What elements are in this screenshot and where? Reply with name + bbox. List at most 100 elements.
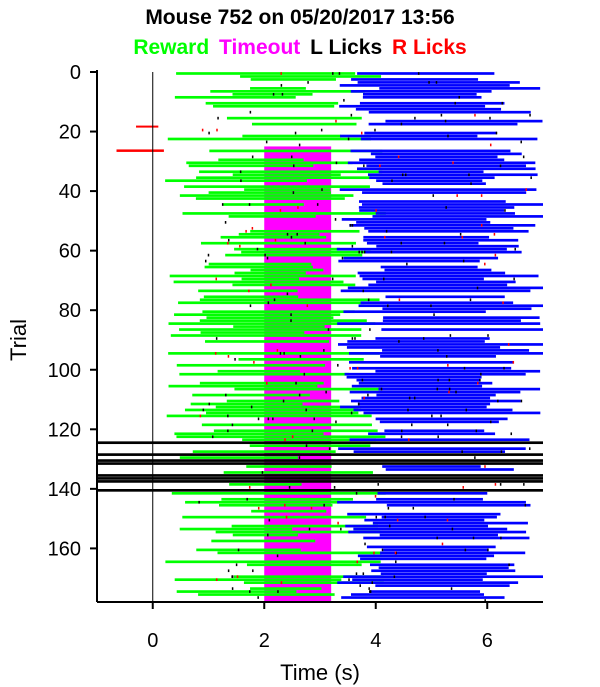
lick-tick <box>500 450 503 453</box>
blue-segment <box>382 465 481 468</box>
lick-tick <box>198 500 200 504</box>
blue-segment <box>381 328 543 331</box>
reward-segment <box>205 340 330 343</box>
legend-l-licks: L Licks <box>310 36 383 59</box>
blue-segment <box>363 411 541 415</box>
blue-segment <box>352 366 512 370</box>
lick-tick <box>204 259 207 263</box>
reward-segment <box>166 414 372 418</box>
blue-segment <box>363 536 530 540</box>
reward-segment <box>199 170 383 174</box>
lick-tick <box>424 515 426 519</box>
lick-tick <box>320 128 323 132</box>
lick-tick <box>367 393 369 397</box>
blue-segment <box>362 95 482 99</box>
lick-tick <box>484 465 486 468</box>
lick-tick <box>383 235 386 239</box>
lick-tick <box>253 360 255 364</box>
lick-tick <box>408 396 411 400</box>
lick-tick <box>362 572 365 576</box>
lick-tick <box>304 241 306 245</box>
blue-segment <box>340 289 531 293</box>
lick-tick <box>463 366 466 370</box>
blue-segment <box>368 122 518 126</box>
lick-row <box>97 462 543 465</box>
reward-segment <box>188 164 314 168</box>
lick-tick <box>397 155 400 159</box>
lick-tick <box>272 92 275 96</box>
lick-tick <box>448 390 450 394</box>
lick-tick <box>231 423 234 427</box>
lick-tick <box>387 304 389 308</box>
lick-tick <box>436 387 439 391</box>
blue-segment <box>357 271 506 275</box>
lick-tick <box>443 241 446 245</box>
lick-tick <box>234 357 236 361</box>
blue-segment <box>376 280 516 284</box>
y-tick-label: 100 <box>48 360 81 382</box>
lick-tick <box>227 241 229 245</box>
lick-tick <box>363 164 365 168</box>
blue-segment <box>368 229 529 233</box>
lick-tick <box>279 352 282 355</box>
lick-tick <box>334 218 337 221</box>
reward-segment <box>167 137 371 141</box>
lick-tick <box>369 590 372 593</box>
blue-segment <box>359 101 505 105</box>
lick-tick <box>362 289 365 293</box>
blue-segment <box>371 569 516 573</box>
reward-segment <box>238 357 364 361</box>
reward-segment <box>208 262 312 266</box>
legend: Reward Timeout L Licks R Licks <box>0 36 600 60</box>
blue-segment <box>357 167 536 171</box>
lick-tick <box>520 140 522 144</box>
lick-tick <box>298 393 301 397</box>
blue-segment <box>358 304 543 308</box>
lick-tick <box>469 298 472 302</box>
reward-segment <box>192 450 336 453</box>
reward-segment <box>219 503 333 507</box>
blue-segment <box>375 155 498 159</box>
lick-tick <box>459 232 462 236</box>
lick-tick <box>282 399 285 403</box>
blue-segment <box>377 491 488 495</box>
reward-segment <box>196 548 301 552</box>
blue-segment <box>382 182 486 185</box>
lick-tick <box>447 363 449 367</box>
blue-segment <box>344 372 526 376</box>
blue-segment <box>351 78 479 81</box>
blue-segment <box>364 131 497 135</box>
reward-segment <box>198 593 335 596</box>
blue-segment <box>347 286 543 290</box>
blue-segment <box>385 119 543 123</box>
legend-reward: Reward <box>133 36 210 59</box>
blue-segment <box>363 235 490 239</box>
reward-segment <box>196 176 372 180</box>
lick-tick <box>520 399 523 403</box>
blue-segment <box>347 512 501 516</box>
reward-segment <box>250 268 324 272</box>
lick-tick <box>207 253 210 257</box>
lick-tick <box>250 405 253 409</box>
lick-tick <box>208 402 211 406</box>
lick-tick <box>437 435 439 439</box>
reward-segment <box>179 328 362 331</box>
blue-segment <box>350 593 484 596</box>
reward-segment <box>241 250 371 254</box>
reward-segment <box>208 191 331 194</box>
lick-tick <box>500 536 502 540</box>
lick-tick <box>286 232 289 236</box>
lick-tick <box>248 203 251 206</box>
reward-segment <box>176 435 386 439</box>
r-lick-run <box>136 125 159 128</box>
lick-tick <box>388 524 391 528</box>
reward-segment <box>206 316 334 319</box>
blue-segment <box>380 355 496 358</box>
reward-segment <box>250 87 306 90</box>
lick-tick <box>487 334 489 337</box>
lick-tick <box>284 503 286 507</box>
blue-segment <box>336 247 507 251</box>
lick-tick <box>343 98 345 102</box>
lick-tick <box>354 337 356 340</box>
